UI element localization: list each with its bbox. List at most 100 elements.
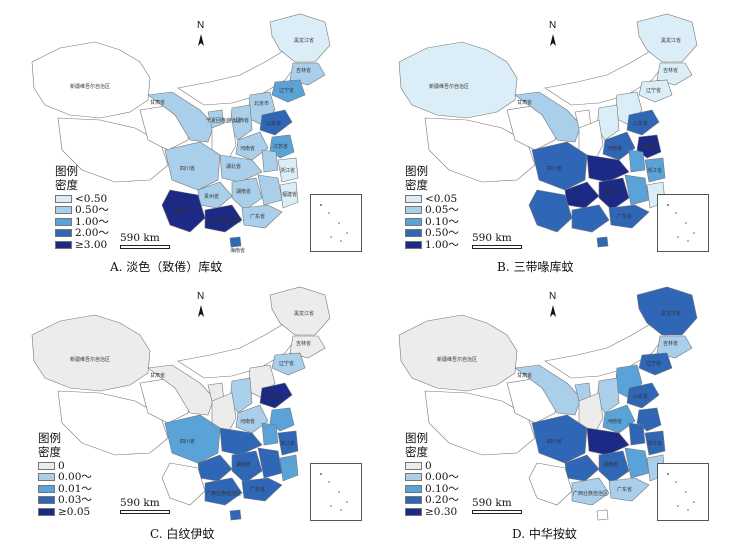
province-jilin: [656, 335, 693, 359]
scale-bar: [120, 245, 170, 249]
province-gansu: [514, 91, 582, 143]
map-d-svg: 新疆维吾尔自治区 黑龙江省 吉林省 辽宁省 甘肃省 山东省 河南省 四川省 湖南…: [398, 286, 698, 521]
legend-subtitle-b: 密度: [405, 177, 428, 192]
legend-label: ≥3.00: [75, 238, 108, 251]
caption-d: D. 中华按蚊: [512, 527, 577, 541]
legend-label: 0.50～: [425, 227, 459, 239]
province-shandong: [626, 109, 660, 136]
province-xinjiang: [31, 314, 151, 392]
north-label: N: [549, 291, 557, 302]
province-anhui: [261, 422, 279, 446]
legend-d: 图例 密度 0 0.00～ 0.10～ 0.20～ ≥0.30: [405, 432, 459, 518]
province-shaanxi: [211, 119, 237, 161]
inset-islands: [667, 204, 695, 242]
legend-label: 0.01～: [58, 482, 92, 495]
province-hubei: [586, 427, 630, 456]
label-hunan: 湖南省: [236, 461, 251, 468]
label-shandong: 山东省: [266, 393, 281, 400]
caption-c: C. 白纹伊蚊: [150, 527, 215, 541]
label-ningxia: 宁夏回族自治区: [206, 117, 241, 124]
province-jiangxi: [624, 174, 650, 206]
legend-item: 0.00～: [405, 472, 459, 484]
legend-swatch: [55, 194, 72, 203]
legend-item: <0.50: [55, 193, 109, 205]
legend-label: ≥0.30: [425, 505, 458, 518]
province-liaoning: [271, 352, 306, 376]
label-jiangsu: 江苏省: [273, 143, 288, 150]
north-arrow-icon: [198, 305, 204, 317]
south-china-sea-inset: [657, 194, 709, 252]
legend-label: 1.00～: [425, 238, 459, 251]
north-label: N: [549, 20, 557, 31]
legend-label: 0.50～: [75, 204, 109, 216]
label-henan: 河南省: [240, 145, 255, 152]
province-yunnan: [528, 189, 573, 233]
label-jiangsu: 江苏省: [640, 143, 655, 150]
legend-swatch: [405, 484, 422, 493]
north-arrow-icon: [550, 305, 556, 317]
legend-subtitle-c: 密度: [38, 444, 61, 459]
caption-a: A. 淡色（致倦）库蚊: [110, 260, 223, 274]
label-zhejiang: 浙江省: [647, 440, 662, 447]
province-hainan: [596, 236, 609, 248]
province-guangdong: [608, 477, 650, 502]
label-gansu: 甘肃省: [517, 372, 532, 379]
legend-label: 0: [58, 459, 65, 472]
label-heilongjiang: 黑龙江省: [294, 37, 314, 44]
province-guangxi: [204, 204, 243, 233]
map-panel-d: 新疆维吾尔自治区 黑龙江省 吉林省 辽宁省 甘肃省 山东省 河南省 四川省 湖南…: [367, 273, 733, 546]
legend-label: 0.20～: [425, 494, 459, 506]
province-liaoning: [638, 352, 673, 376]
legend-label: 0.00～: [58, 471, 92, 483]
province-henan: [602, 404, 636, 434]
legend-item: ≥3.00: [55, 239, 109, 251]
label-beijing: 北京市: [254, 100, 269, 107]
label-hunan: 湖南省: [236, 188, 251, 195]
legend-swatch: [55, 229, 72, 238]
legend-label: 2.00～: [75, 227, 109, 239]
label-fujian: 福建省: [282, 191, 297, 198]
province-yunnan: [528, 462, 573, 506]
label-gansu: 甘肃省: [517, 99, 532, 106]
province-shaanxi: [211, 392, 237, 434]
province-tibet: [424, 117, 536, 183]
province-hubei: [219, 427, 263, 456]
label-zhejiang: 浙江省: [280, 440, 295, 447]
label-guangdong: 广东省: [250, 486, 265, 493]
map-panel-a: 新疆维吾尔自治区 黑龙江省 吉林省 辽宁省 北京市 山东省 河南省 湖北省 湖南…: [0, 0, 366, 274]
scale-bar: [472, 510, 522, 514]
province-jilin: [289, 62, 326, 86]
legend-item: 0.03～: [38, 495, 92, 507]
label-guizhou: 贵州省: [204, 193, 219, 200]
legend-subtitle-a: 密度: [55, 177, 78, 192]
province-henan: [235, 131, 269, 161]
scale-bar-d: 590 km: [472, 497, 522, 514]
label-shandong: 山东省: [633, 393, 648, 400]
label-liaoning: 辽宁省: [646, 360, 661, 367]
province-labels-d: 新疆维吾尔自治区 黑龙江省 吉林省 辽宁省 甘肃省 山东省 河南省 四川省 湖南…: [437, 310, 681, 497]
map-panel-b: 新疆维吾尔自治区 黑龙江省 吉林省 辽宁省 甘肃省 山东省 河南省 四川省 湖南…: [367, 0, 733, 274]
label-xinjiang: 新疆维吾尔自治区: [70, 83, 110, 90]
label-guangxi: 广西壮族自治区: [206, 217, 241, 224]
province-gansu: [147, 364, 215, 416]
legend-swatch: [405, 240, 422, 249]
legend-item: 1.00～: [405, 239, 459, 251]
province-henan: [235, 404, 269, 434]
province-gansu: [514, 364, 582, 416]
province-labels-c: 新疆维吾尔自治区 黑龙江省 吉林省 辽宁省 甘肃省 山东省 河南省 四川省 湖南…: [70, 310, 314, 497]
legend-swatch: [55, 217, 72, 226]
province-guangxi: [571, 477, 610, 506]
scale-label: 590 km: [120, 497, 160, 509]
legend-swatch: [38, 461, 55, 470]
label-xinjiang: 新疆维吾尔自治区: [437, 356, 477, 363]
province-sichuan: [531, 141, 588, 191]
scale-bar-c: 590 km: [120, 497, 170, 514]
label-hainan: 海南省: [230, 247, 245, 254]
province-xinjiang: [398, 314, 518, 392]
province-hubei: [219, 154, 263, 183]
label-xinjiang: 新疆维吾尔自治区: [429, 83, 469, 90]
map-b-svg: 新疆维吾尔自治区 黑龙江省 吉林省 辽宁省 甘肃省 山东省 河南省 四川省 湖南…: [398, 13, 698, 248]
legend-label: 1.00～: [75, 215, 109, 228]
legend-swatch: [38, 507, 55, 516]
province-shaanxi: [578, 119, 604, 161]
